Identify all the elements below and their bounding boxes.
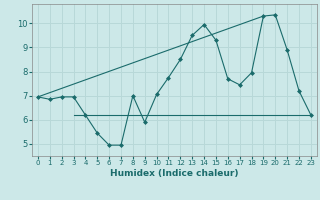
X-axis label: Humidex (Indice chaleur): Humidex (Indice chaleur): [110, 169, 239, 178]
